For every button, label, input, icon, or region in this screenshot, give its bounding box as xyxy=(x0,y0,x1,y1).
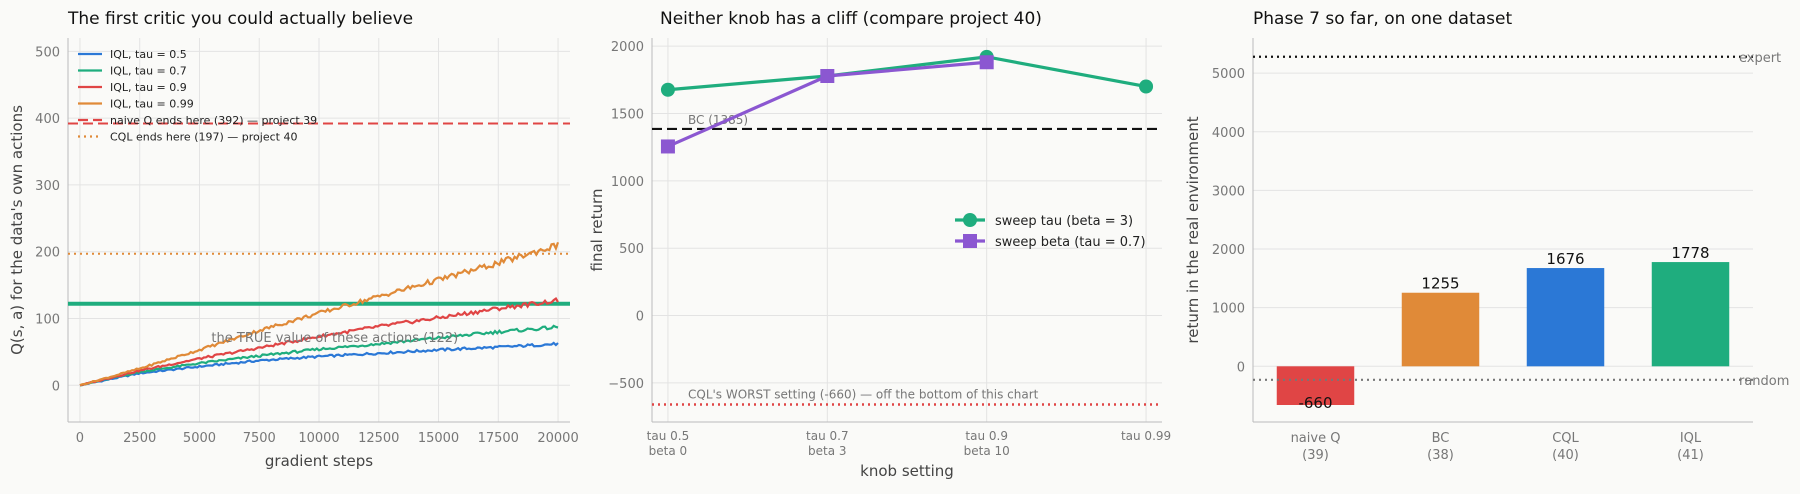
y-tick-label: 1500 xyxy=(611,107,644,122)
panel-3: Phase 7 so far, on one dataset 0 1000 2000 3… xyxy=(1184,9,1789,463)
y-tick-label: −500 xyxy=(608,377,644,392)
bar xyxy=(1276,366,1355,405)
panel-1: The first critic you could actually beli… xyxy=(8,9,579,470)
x-axis-label: knob setting xyxy=(860,462,954,480)
bar xyxy=(1401,292,1480,367)
x-tick-label: beta 10 xyxy=(964,444,1010,458)
legend-label: CQL ends here (197) — project 40 xyxy=(110,131,297,144)
x-tick-label: beta 3 xyxy=(808,444,847,458)
bar xyxy=(1651,262,1730,367)
x-tick-label: tau 0.5 xyxy=(647,429,690,443)
bar-value-label: -660 xyxy=(1298,394,1332,412)
x-tick-label: BC xyxy=(1432,431,1450,446)
legend-label: sweep beta (tau = 0.7) xyxy=(995,235,1146,250)
legend-label: IQL, tau = 0.9 xyxy=(110,81,187,94)
x-tick-label: tau 0.7 xyxy=(806,429,849,443)
y-tick-label: 3000 xyxy=(1212,184,1245,199)
x-tick-label: (38) xyxy=(1427,448,1454,463)
panel-3-title: Phase 7 so far, on one dataset xyxy=(1253,9,1512,29)
y-tick-label: 0 xyxy=(1237,360,1245,375)
y-axis-label: Q(s, a) for the data's own actions xyxy=(8,105,26,355)
reference-label: expert xyxy=(1739,51,1781,66)
series-line xyxy=(79,341,559,387)
y-tick-label: 5000 xyxy=(1212,67,1245,82)
circle-marker xyxy=(1139,79,1154,94)
x-tick-label: tau 0.99 xyxy=(1121,429,1171,443)
x-tick-label: CQL xyxy=(1552,431,1579,446)
square-marker xyxy=(979,55,994,70)
true-value-annotation: the TRUE value of these actions (122) xyxy=(211,331,458,346)
y-tick-label: 2000 xyxy=(1212,243,1245,258)
x-tick-label: (41) xyxy=(1677,448,1704,463)
cql-worst-label: CQL's WORST setting (-660) — off the bot… xyxy=(688,387,1039,401)
series-line xyxy=(79,241,560,387)
x-tick-label: beta 0 xyxy=(649,444,688,458)
square-marker xyxy=(820,68,835,83)
x-tick-label: 15000 xyxy=(418,431,459,446)
x-tick-label: 10000 xyxy=(298,431,339,446)
x-tick-label: IQL xyxy=(1680,431,1702,446)
y-tick-label: 200 xyxy=(35,246,60,261)
legend-panel-2: sweep tau (beta = 3) sweep beta (tau = 0.… xyxy=(955,213,1146,250)
x-tick-label: 20000 xyxy=(537,431,578,446)
legend-marker xyxy=(963,234,977,248)
legend-marker xyxy=(963,213,977,227)
y-tick-label: 400 xyxy=(35,112,60,127)
legend-label: naive Q ends here (392) — project 39 xyxy=(110,114,317,127)
y-tick-label: 0 xyxy=(52,379,60,394)
y-tick-label: 4000 xyxy=(1212,126,1245,141)
y-axis-label: final return xyxy=(588,189,606,272)
x-tick-label: 7500 xyxy=(243,431,276,446)
y-tick-label: 0 xyxy=(636,310,644,325)
y-tick-label: 300 xyxy=(35,179,60,194)
x-tick-label: tau 0.9 xyxy=(965,429,1008,443)
x-tick-label: (39) xyxy=(1302,448,1329,463)
circle-marker xyxy=(660,82,675,97)
panel-1-title: The first critic you could actually beli… xyxy=(67,9,413,29)
x-tick-label: 17500 xyxy=(478,431,519,446)
bar-value-label: 1778 xyxy=(1671,244,1709,262)
series-line xyxy=(667,55,1147,92)
series-line xyxy=(79,297,559,387)
x-axis-label: gradient steps xyxy=(265,452,373,470)
x-tick-label: naive Q xyxy=(1291,431,1341,446)
legend-label: sweep tau (beta = 3) xyxy=(995,214,1133,229)
bar-value-label: 1676 xyxy=(1546,250,1584,268)
legend-label: IQL, tau = 0.99 xyxy=(110,98,194,111)
y-tick-label: 500 xyxy=(35,45,60,60)
y-tick-label: 2000 xyxy=(611,40,644,55)
x-tick-label: 12500 xyxy=(358,431,399,446)
y-tick-label: 1000 xyxy=(1212,302,1245,317)
bar xyxy=(1526,268,1605,367)
reference-label: random xyxy=(1739,374,1789,389)
y-tick-label: 500 xyxy=(619,242,644,257)
square-marker xyxy=(660,139,675,154)
x-tick-label: (40) xyxy=(1552,448,1579,463)
panel-2: Neither knob has a cliff (compare projec… xyxy=(588,9,1171,480)
legend-label: IQL, tau = 0.7 xyxy=(110,65,187,78)
bar-value-label: 1255 xyxy=(1421,275,1459,293)
y-axis-label: return in the real environment xyxy=(1184,116,1202,343)
legend-panel-1: IQL, tau = 0.5 IQL, tau = 0.7 IQL, tau = 0… xyxy=(78,48,317,144)
x-tick-label: 5000 xyxy=(183,431,216,446)
series-line xyxy=(79,324,559,387)
y-tick-label: 100 xyxy=(35,312,60,327)
y-tick-label: 1000 xyxy=(611,175,644,190)
x-tick-label: 0 xyxy=(76,431,84,446)
legend-label: IQL, tau = 0.5 xyxy=(110,48,187,61)
x-tick-label: 2500 xyxy=(123,431,156,446)
panel-2-title: Neither knob has a cliff (compare projec… xyxy=(660,9,1042,29)
